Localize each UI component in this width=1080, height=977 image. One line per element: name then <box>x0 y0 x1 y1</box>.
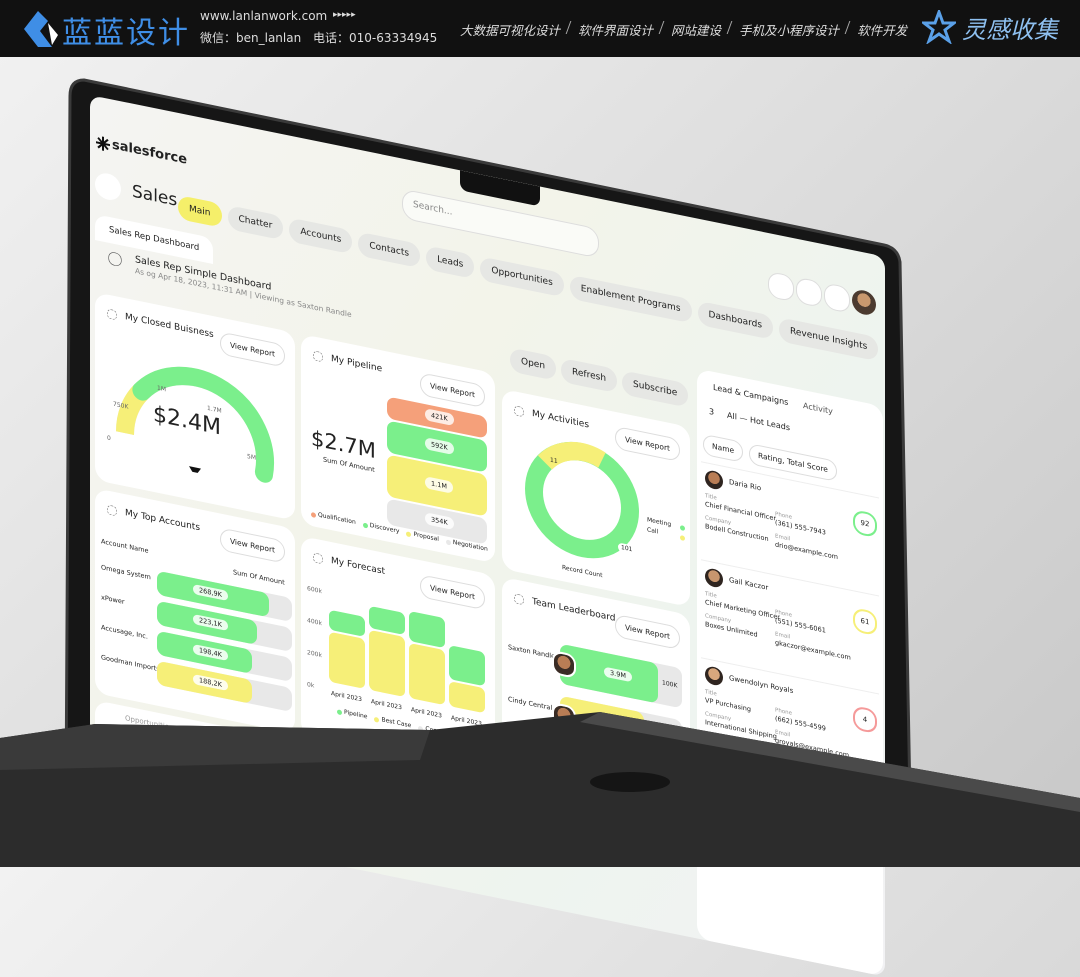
laptop-base <box>0 712 1080 867</box>
header-bar: 蓝蓝设计 www.lanlanwork.com ▸▸▸▸▸ 微信：ben_lanlan… <box>0 0 1080 57</box>
service-link[interactable]: 手机及小程序设计 <box>739 23 840 38</box>
closed-business-card: My Closed Buisness View Report $2.4M 0 750K 1… <box>95 292 295 521</box>
gauge <box>116 366 274 483</box>
arrows: ▸▸▸▸▸ <box>333 10 356 20</box>
logo-icon <box>24 11 58 47</box>
phone: 电话：010-63334945 <box>313 31 438 45</box>
activities-card: My Activities View Report 11 101 Meeting Call… <box>502 388 690 608</box>
star <box>922 10 956 44</box>
logo-text: 蓝蓝设计 <box>62 16 190 51</box>
service-link[interactable]: 软件界面设计 <box>578 23 654 38</box>
brand-logo <box>96 136 110 151</box>
service-link[interactable]: 软件开发 <box>857 23 908 38</box>
gauge-pointer <box>189 466 201 477</box>
brand-icon <box>922 10 956 44</box>
donut <box>525 441 639 559</box>
gauge-green <box>132 366 274 483</box>
ray <box>97 137 109 151</box>
donut-yellow <box>537 441 606 470</box>
service-link[interactable]: 大数据可视化设计 <box>460 23 561 38</box>
screen: salesforce Sales Main Chatter Accounts Contac… <box>90 95 885 977</box>
wechat: 微信：ben_lanlan <box>200 31 302 45</box>
service-link[interactable]: 网站建设 <box>671 23 722 38</box>
url: www.lanlanwork.com <box>200 9 328 23</box>
brand-text: 灵感收集 <box>962 16 1058 44</box>
